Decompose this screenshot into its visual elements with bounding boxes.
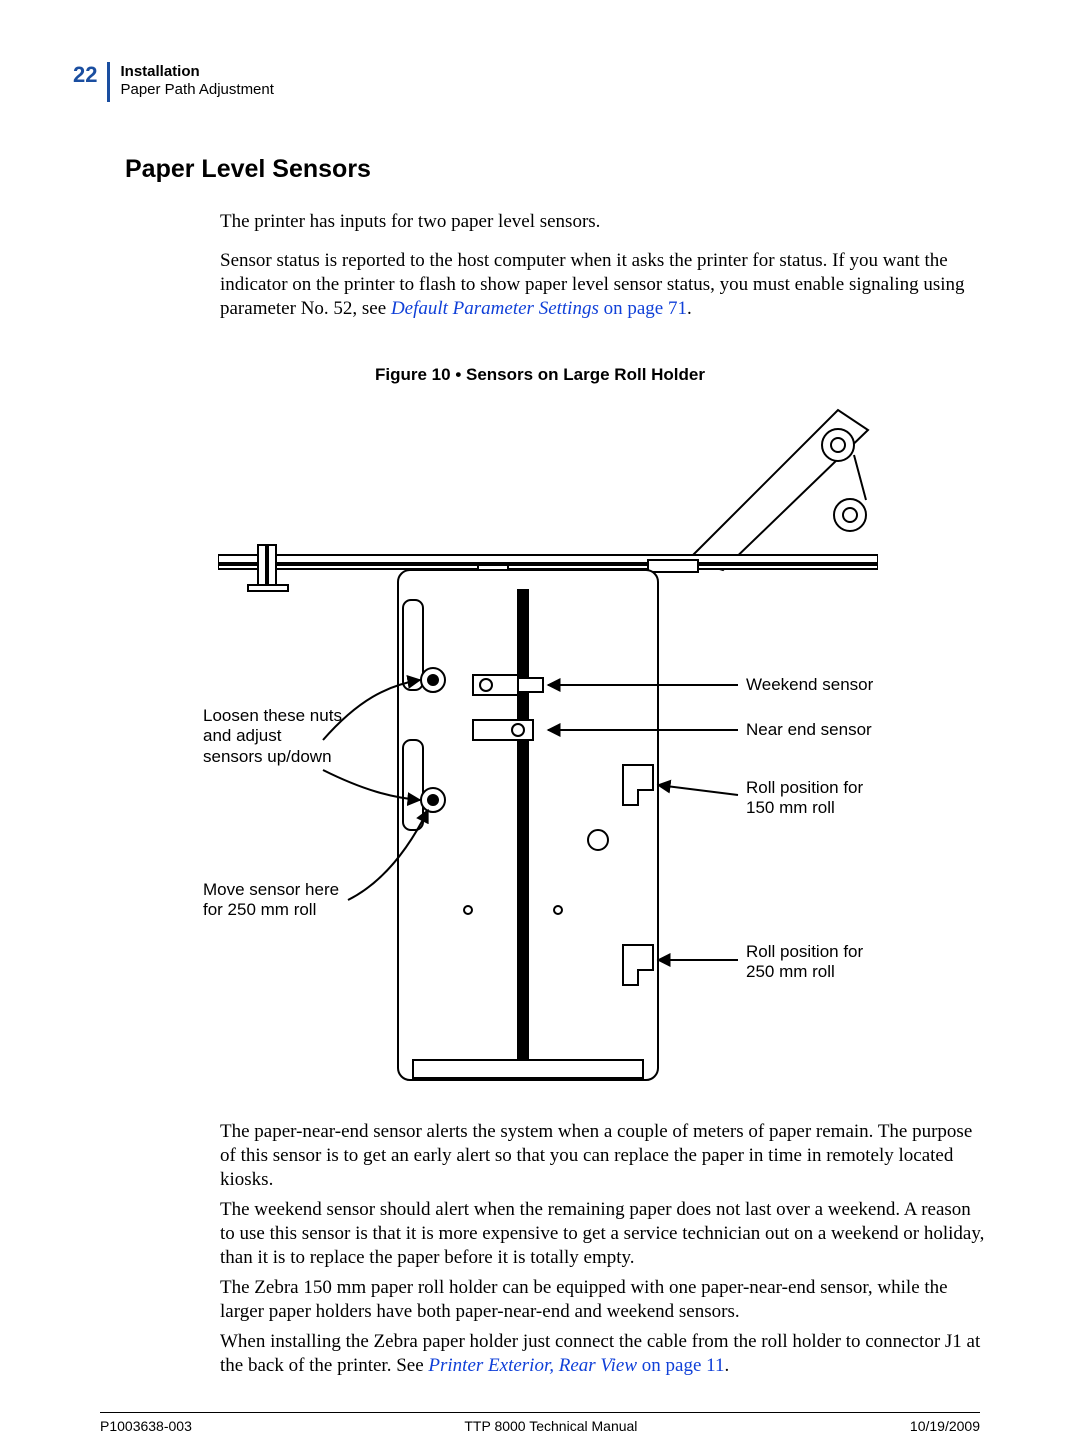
paragraph-2: Sensor status is reported to the host co…: [220, 249, 990, 320]
callout-weekend-sensor: Weekend sensor: [746, 675, 896, 695]
paragraph-2-end: .: [687, 298, 692, 319]
page-number: 22: [73, 62, 107, 88]
callout-nearend-sensor: Near end sensor: [746, 720, 896, 740]
footer-docid: P1003638-003: [100, 1418, 192, 1434]
figure-caption: Figure 10 • Sensors on Large Roll Holder: [0, 365, 1080, 385]
footer-date: 10/19/2009: [910, 1418, 980, 1434]
figure-diagram: Loosen these nuts and adjust sensors up/…: [218, 400, 878, 1100]
paragraph-1: The printer has inputs for two paper lev…: [220, 210, 990, 234]
header-chapter: Installation: [120, 63, 273, 80]
callout-loosen-nuts: Loosen these nuts and adjust sensors up/…: [203, 706, 343, 767]
page-header: 22 Installation Paper Path Adjustment: [73, 62, 274, 102]
callout-roll-250: Roll position for 250 mm roll: [746, 942, 896, 983]
header-section: Paper Path Adjustment: [120, 81, 273, 98]
paragraph-3: The paper-near-end sensor alerts the sys…: [220, 1120, 990, 1191]
link-default-params[interactable]: Default Parameter Settings: [391, 298, 599, 319]
paragraph-6: When installing the Zebra paper holder j…: [220, 1330, 990, 1378]
link-printer-exterior[interactable]: Printer Exterior, Rear View: [428, 1355, 637, 1376]
section-title: Paper Level Sensors: [125, 155, 371, 184]
paragraph-6-end: .: [724, 1355, 729, 1376]
link-default-params-page[interactable]: on page 71: [599, 298, 687, 319]
page-footer: P1003638-003 TTP 8000 Technical Manual 1…: [100, 1418, 980, 1434]
paragraph-4: The weekend sensor should alert when the…: [220, 1198, 990, 1269]
link-printer-exterior-page[interactable]: on page 11: [637, 1355, 724, 1376]
callout-move-sensor: Move sensor here for 250 mm roll: [203, 880, 363, 921]
callout-roll-150: Roll position for 150 mm roll: [746, 778, 896, 819]
header-divider: [107, 62, 110, 102]
footer-title: TTP 8000 Technical Manual: [464, 1418, 637, 1434]
footer-rule: [100, 1412, 980, 1413]
paragraph-5: The Zebra 150 mm paper roll holder can b…: [220, 1276, 990, 1324]
